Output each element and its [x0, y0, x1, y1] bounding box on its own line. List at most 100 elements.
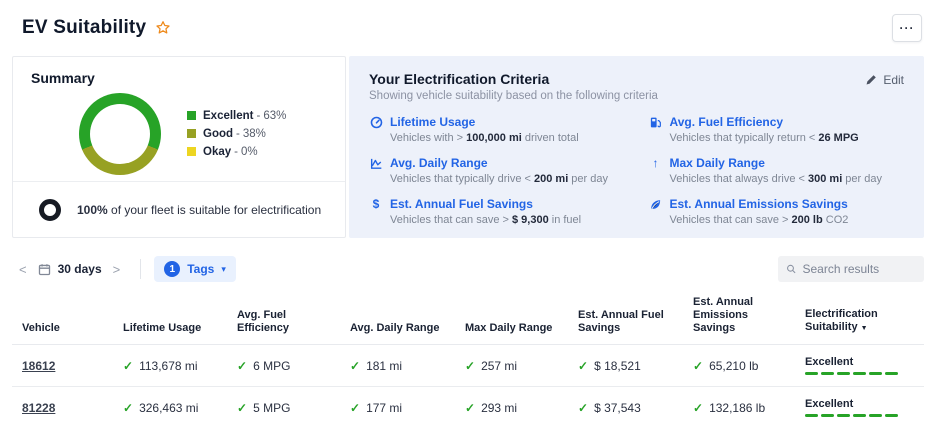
est-annual-emissions-savings-cell: ✓ 132,186 lb	[693, 400, 766, 415]
summary-title: Summary	[31, 70, 95, 86]
chevron-down-icon: ▾	[221, 263, 226, 274]
fleet-suitability-percent: 100%	[77, 202, 108, 217]
criterion-link[interactable]: ↑ Max Daily Range	[649, 156, 905, 170]
table-header-row: Vehicle Lifetime Usage Avg. Fuel Efficie…	[12, 283, 924, 345]
col-header-avg-fuel-efficiency[interactable]: Avg. Fuel Efficiency	[237, 309, 289, 334]
cards-row: Summary Excellent - 63% Good - 38%	[12, 56, 924, 238]
criteria-grid: Lifetime Usage Vehicles with > 100,000 m…	[369, 115, 904, 226]
tags-label: Tags	[187, 262, 215, 276]
criterion-avg-daily-range: Avg. Daily Range Vehicles that typically…	[369, 156, 625, 185]
vehicles-table: Vehicle Lifetime Usage Avg. Fuel Efficie…	[12, 283, 924, 428]
suitability-donut-chart	[79, 92, 161, 175]
criterion-max-daily-range: ↑ Max Daily Range Vehicles that always d…	[649, 156, 905, 185]
okay-swatch-icon	[187, 147, 196, 156]
toolbar-divider	[140, 259, 142, 279]
col-header-est-annual-emissions-savings[interactable]: Est. Annual Emissions Savings	[693, 296, 754, 334]
prev-period-button[interactable]: <	[12, 262, 34, 277]
legend-value: 38%	[242, 127, 266, 140]
summary-card: Summary Excellent - 63% Good - 38%	[12, 56, 346, 238]
sort-desc-icon: ▼	[860, 325, 868, 332]
criteria-title: Your Electrification Criteria	[369, 71, 550, 87]
criterion-title: Max Daily Range	[669, 156, 765, 170]
check-icon: ✓	[123, 400, 134, 415]
criteria-subtitle: Showing vehicle suitability based on the…	[369, 90, 658, 102]
check-icon: ✓	[578, 358, 589, 373]
fleet-suitability-text: 100% of your fleet is suitable for elect…	[77, 203, 321, 217]
col-header-avg-daily-range[interactable]: Avg. Daily Range	[350, 322, 440, 334]
vehicle-cell: 81228	[12, 401, 123, 415]
calendar-icon	[38, 263, 50, 275]
check-icon: ✓	[465, 400, 476, 415]
vehicle-cell: 18612	[12, 359, 123, 373]
criterion-description: Vehicles that can save > $ 9,300 in fuel	[390, 214, 582, 226]
summary-chart: Excellent - 63% Good - 38% Okay -	[13, 86, 345, 181]
criterion-lifetime-usage: Lifetime Usage Vehicles with > 100,000 m…	[369, 115, 625, 144]
edit-criteria-button[interactable]: Edit	[865, 73, 904, 87]
criterion-title: Avg. Fuel Efficiency	[669, 115, 784, 129]
check-icon: ✓	[693, 358, 704, 373]
page-header: EV Suitability ···	[0, 0, 936, 43]
suitability-cell: Excellent	[805, 398, 924, 417]
lifetime-usage-cell: ✓ 326,463 mi	[123, 400, 199, 415]
legend-separator: -	[256, 109, 261, 122]
fuel-pump-icon	[649, 116, 663, 129]
legend-item-okay: Okay - 0%	[187, 146, 286, 158]
edit-label: Edit	[883, 73, 904, 87]
search-box	[778, 256, 924, 282]
legend-label: Good	[203, 127, 234, 140]
pencil-icon	[866, 75, 877, 85]
criterion-title: Est. Annual Emissions Savings	[669, 197, 848, 211]
electrification-criteria-panel: Your Electrification Criteria Showing ve…	[349, 56, 924, 238]
check-icon: ✓	[123, 358, 134, 373]
more-options-button[interactable]: ···	[892, 14, 922, 42]
table-row: 81228 ✓ 326,463 mi ✓ 5 MPG ✓ 177 mi ✓ 293 mi…	[12, 387, 924, 428]
tags-filter-button[interactable]: 1 Tags ▾	[154, 256, 236, 282]
col-header-vehicle[interactable]: Vehicle	[22, 322, 60, 334]
ring-icon	[39, 198, 61, 221]
avg-fuel-efficiency-cell: ✓ 5 MPG	[237, 400, 291, 415]
star-icon[interactable]	[155, 20, 171, 36]
legend-label: Okay	[203, 145, 232, 158]
est-annual-emissions-savings-cell: ✓ 65,210 lb	[693, 358, 759, 373]
next-period-button[interactable]: >	[106, 262, 128, 277]
col-header-lifetime-usage[interactable]: Lifetime Usage	[123, 322, 202, 334]
col-header-est-annual-fuel-savings[interactable]: Est. Annual Fuel Savings	[578, 309, 664, 334]
vehicle-link[interactable]: 18612	[22, 358, 56, 373]
criterion-link[interactable]: Lifetime Usage	[369, 115, 625, 129]
legend-value: 63%	[263, 109, 287, 122]
suitability-cell: Excellent	[805, 356, 924, 375]
criterion-link[interactable]: $ Est. Annual Fuel Savings	[369, 197, 625, 211]
criterion-description: Vehicles with > 100,000 mi driven total	[390, 132, 579, 144]
legend-separator: -	[234, 145, 238, 158]
criterion-est-annual-emissions-savings: Est. Annual Emissions Savings Vehicles t…	[649, 197, 905, 226]
criterion-link[interactable]: Avg. Fuel Efficiency	[649, 115, 905, 129]
suitability-rating: Excellent	[805, 398, 854, 410]
leaf-icon	[649, 198, 663, 211]
search-input[interactable]	[802, 262, 916, 276]
area-chart-icon	[369, 157, 383, 170]
legend-value: 0%	[240, 145, 258, 158]
page-title: EV Suitability	[22, 17, 147, 38]
criterion-link[interactable]: Avg. Daily Range	[369, 156, 625, 170]
check-icon: ✓	[237, 400, 248, 415]
check-icon: ✓	[693, 400, 704, 415]
check-icon: ✓	[350, 358, 361, 373]
criterion-link[interactable]: Est. Annual Emissions Savings	[649, 197, 905, 211]
legend-separator: -	[236, 127, 240, 140]
date-range-selector[interactable]: 30 days	[38, 262, 102, 276]
gauge-icon	[369, 116, 383, 129]
col-header-electrification-suitability[interactable]: Electrification Suitability ▼	[805, 308, 878, 333]
excellent-swatch-icon	[187, 111, 196, 120]
table-row: 18612 ✓ 113,678 mi ✓ 6 MPG ✓ 181 mi ✓ 257 mi…	[12, 345, 924, 387]
legend-label: Excellent	[203, 109, 254, 122]
vehicle-link[interactable]: 81228	[22, 400, 56, 415]
legend-item-good: Good - 38%	[187, 128, 286, 140]
criterion-est-annual-fuel-savings: $ Est. Annual Fuel Savings Vehicles that…	[369, 197, 625, 226]
summary-footnote: 100% of your fleet is suitable for elect…	[13, 181, 345, 237]
lifetime-usage-cell: ✓ 113,678 mi	[123, 358, 198, 373]
avg-fuel-efficiency-cell: ✓ 6 MPG	[237, 358, 291, 373]
max-daily-range-cell: ✓ 293 mi	[465, 400, 518, 415]
col-header-max-daily-range[interactable]: Max Daily Range	[465, 322, 553, 334]
criterion-title: Avg. Daily Range	[390, 156, 488, 170]
